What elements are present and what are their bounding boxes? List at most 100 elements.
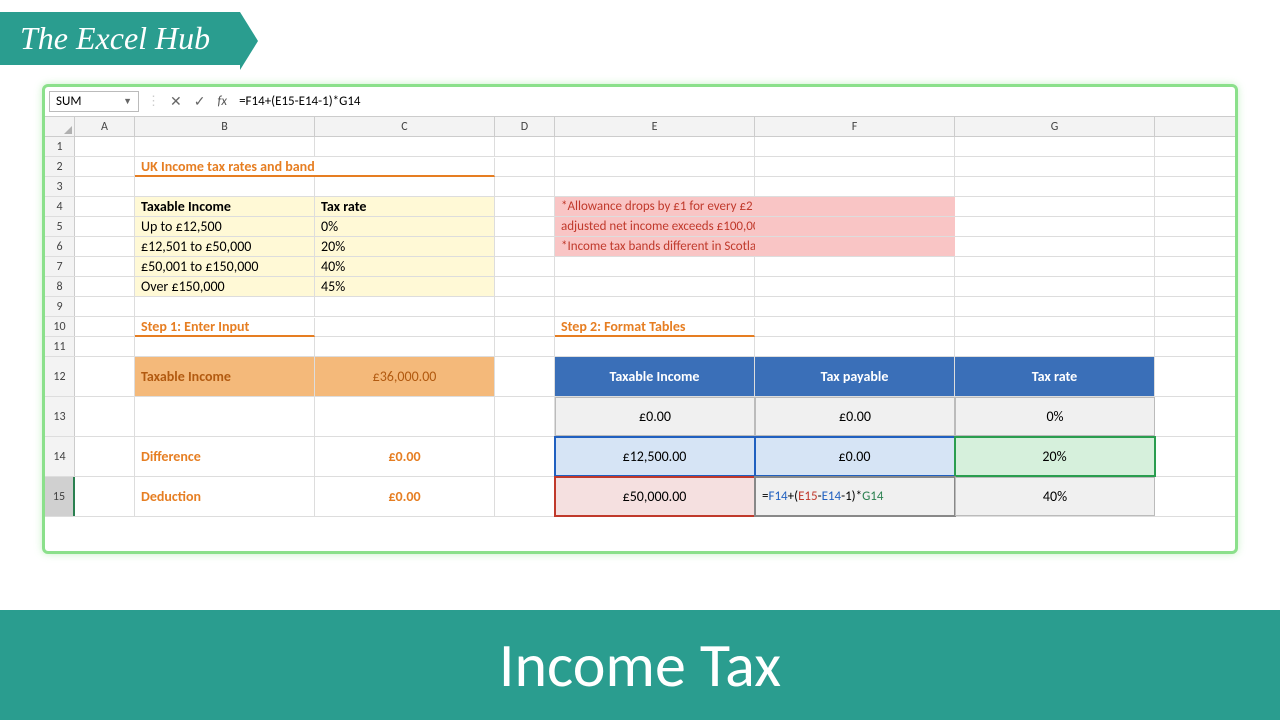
cell[interactable] — [315, 297, 495, 316]
cell[interactable] — [75, 397, 135, 436]
cell[interactable] — [495, 297, 555, 316]
cell[interactable] — [495, 217, 555, 236]
cell[interactable] — [495, 237, 555, 256]
cell[interactable] — [495, 137, 555, 156]
col-header[interactable]: C — [315, 117, 495, 136]
row-header[interactable]: 13 — [45, 397, 75, 436]
cell-ref-g14[interactable]: 20% — [955, 437, 1155, 476]
fx-icon[interactable]: fx — [211, 94, 233, 109]
cell[interactable] — [955, 137, 1155, 156]
table-header[interactable]: Taxable Income — [555, 357, 755, 396]
input-label[interactable]: Taxable Income — [135, 357, 315, 396]
chevron-down-icon[interactable]: ▼ — [123, 96, 132, 107]
cell[interactable] — [955, 277, 1155, 296]
col-header[interactable]: G — [955, 117, 1155, 136]
cell[interactable] — [75, 257, 135, 276]
note-text[interactable]: *Allowance drops by £1 for every £2 that… — [555, 197, 755, 216]
cancel-icon[interactable]: ✕ — [164, 93, 188, 110]
cell-ref-e15[interactable]: £50,000.00 — [555, 477, 755, 516]
row-header[interactable]: 15 — [45, 477, 75, 516]
cell[interactable] — [755, 157, 955, 176]
cell[interactable] — [495, 197, 555, 216]
col-header[interactable]: D — [495, 117, 555, 136]
table-header[interactable]: Taxable Income — [135, 197, 315, 216]
cell[interactable] — [495, 177, 555, 196]
cell[interactable] — [555, 257, 755, 276]
cell[interactable] — [135, 297, 315, 316]
cell[interactable] — [75, 137, 135, 156]
diff-label[interactable]: Difference — [135, 437, 315, 476]
row-header[interactable]: 4 — [45, 197, 75, 216]
cell[interactable]: Up to £12,500 — [135, 217, 315, 236]
cell[interactable] — [555, 337, 755, 356]
cell[interactable] — [555, 137, 755, 156]
accept-icon[interactable]: ✓ — [188, 93, 212, 110]
cell[interactable] — [555, 297, 755, 316]
cell[interactable]: 40% — [955, 477, 1155, 516]
note-text[interactable]: adjusted net income exceeds £100,000 — [555, 217, 755, 236]
cell[interactable] — [955, 317, 1155, 336]
cell[interactable]: £12,501 to £50,000 — [135, 237, 315, 256]
step-title[interactable]: Step 1: Enter Input — [135, 318, 315, 337]
section-title[interactable]: UK Income tax rates and bands 2020-21 — [135, 158, 315, 177]
cell[interactable] — [75, 217, 135, 236]
cell[interactable]: 20% — [315, 237, 495, 256]
cell[interactable] — [495, 157, 555, 176]
cell[interactable] — [755, 237, 955, 256]
cell[interactable] — [75, 237, 135, 256]
cell[interactable] — [755, 297, 955, 316]
cell[interactable] — [955, 297, 1155, 316]
cell[interactable] — [955, 257, 1155, 276]
step-title[interactable]: Step 2: Format Tables — [555, 318, 755, 337]
cell[interactable] — [315, 158, 495, 177]
cell[interactable] — [955, 237, 1155, 256]
cell[interactable] — [495, 397, 555, 436]
table-header[interactable]: Tax rate — [315, 197, 495, 216]
cell[interactable] — [495, 337, 555, 356]
cell[interactable] — [955, 177, 1155, 196]
cell[interactable] — [755, 277, 955, 296]
cell[interactable] — [75, 197, 135, 216]
row-header[interactable]: 7 — [45, 257, 75, 276]
col-header[interactable]: E — [555, 117, 755, 136]
cell[interactable]: Over £150,000 — [135, 277, 315, 296]
cell[interactable] — [495, 277, 555, 296]
cell[interactable] — [75, 297, 135, 316]
cell[interactable] — [75, 337, 135, 356]
cell[interactable] — [755, 177, 955, 196]
cell[interactable]: 45% — [315, 277, 495, 296]
cell[interactable] — [315, 317, 495, 336]
cell[interactable] — [495, 357, 555, 396]
cell[interactable]: £50,001 to £150,000 — [135, 257, 315, 276]
cell[interactable] — [75, 477, 135, 516]
row-header[interactable]: 2 — [45, 157, 75, 176]
row-header[interactable]: 10 — [45, 317, 75, 336]
cell[interactable]: £0.00 — [555, 397, 755, 436]
cell[interactable] — [495, 437, 555, 476]
cell[interactable] — [75, 157, 135, 176]
cell[interactable] — [755, 217, 955, 236]
cell[interactable] — [755, 197, 955, 216]
cell[interactable] — [75, 317, 135, 336]
cell-ref-f14[interactable]: £0.00 — [755, 437, 955, 476]
cell[interactable] — [955, 217, 1155, 236]
cell[interactable] — [755, 337, 955, 356]
cell[interactable] — [135, 137, 315, 156]
cell[interactable] — [315, 337, 495, 356]
cell[interactable] — [315, 177, 495, 196]
col-header[interactable]: A — [75, 117, 135, 136]
cell-ref-e14[interactable]: £12,500.00 — [555, 437, 755, 476]
cell[interactable] — [135, 397, 315, 436]
cell[interactable] — [755, 257, 955, 276]
cell[interactable] — [555, 277, 755, 296]
cell[interactable] — [955, 197, 1155, 216]
cell[interactable] — [315, 397, 495, 436]
cell[interactable] — [75, 437, 135, 476]
cell[interactable] — [495, 257, 555, 276]
row-header[interactable]: 5 — [45, 217, 75, 236]
cell[interactable] — [135, 337, 315, 356]
cell[interactable] — [495, 317, 555, 336]
cell[interactable] — [315, 137, 495, 156]
col-header[interactable]: B — [135, 117, 315, 136]
row-header[interactable]: 6 — [45, 237, 75, 256]
